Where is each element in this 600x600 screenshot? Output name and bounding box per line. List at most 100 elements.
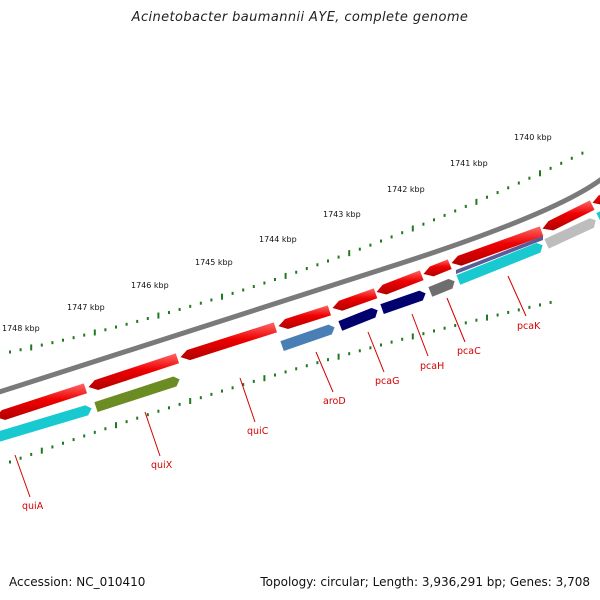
kbp-tick (295, 270, 298, 274)
kbp-tick (242, 383, 245, 387)
kbp-label: 1747 kbp (67, 303, 105, 312)
kbp-tick (433, 329, 435, 333)
kbp-tick (146, 413, 149, 417)
kbp-tick (168, 311, 170, 315)
kbp-label: 1740 kbp (514, 133, 552, 142)
kbp-tick (369, 243, 372, 247)
cds-feature (277, 304, 332, 330)
kbp-tick (231, 386, 234, 390)
kbp-tick (327, 259, 329, 263)
kbp-tick (401, 337, 404, 341)
kbp-label: 1743 kbp (323, 210, 361, 219)
kbp-tick (390, 340, 393, 344)
purple-stripe (456, 236, 543, 274)
kbp-label: 1744 kbp (259, 235, 297, 244)
gene-connector (411, 313, 429, 357)
kbp-tick (72, 438, 75, 442)
kbp-tick (284, 370, 287, 374)
kbp-label: 1745 kbp (195, 258, 233, 267)
kbp-tick (51, 445, 54, 449)
cds-feature (0, 382, 88, 421)
kbp-tick (295, 367, 298, 371)
kbp-tick (83, 434, 86, 438)
kbp-tick (242, 288, 245, 292)
gene-label: pcaH (420, 361, 444, 372)
kbp-tick (199, 396, 202, 400)
cds-feature (450, 225, 545, 267)
kbp-tick (517, 308, 520, 312)
kbp-tick (380, 239, 382, 243)
kbp-tick (496, 313, 499, 317)
gene-connector (144, 411, 161, 457)
kbp-tick (475, 318, 478, 322)
kbp-label: 1741 kbp (450, 159, 488, 168)
kbp-tick (528, 305, 531, 309)
kbp-tick (507, 186, 510, 190)
gene-labels: quiA quiX quiC aroD pcaG pcaH pcaC pcaK (22, 321, 541, 512)
kbp-tick (337, 353, 340, 360)
kbp-tick (358, 247, 361, 251)
gene-features (0, 194, 600, 443)
kbp-tick (263, 375, 266, 382)
kbp-tick (454, 209, 457, 213)
gene-connector (446, 297, 466, 343)
kbp-tick (9, 350, 11, 354)
kbp-tick (464, 321, 467, 325)
kbp-tick (539, 303, 541, 307)
kbp-tick (274, 277, 276, 281)
kbp-tick (136, 416, 139, 420)
kbp-tick (422, 332, 425, 336)
kbp-tick (19, 348, 22, 352)
kbp-tick (348, 250, 351, 257)
kbp-tick (496, 191, 499, 195)
kbp-tick (146, 317, 149, 321)
kbp-tick (528, 176, 531, 180)
kbp-tick (19, 456, 22, 460)
kbp-tick (305, 364, 308, 368)
teal-feature (0, 404, 93, 443)
kbp-tick (231, 291, 234, 295)
gene-label: pcaC (457, 346, 481, 357)
gene-label: quiX (151, 460, 173, 471)
kbp-tick (358, 349, 361, 353)
kbp-tick (104, 328, 107, 332)
kbp-tick (274, 373, 276, 377)
cds-feature (541, 199, 596, 232)
kbp-label: 1742 kbp (387, 185, 425, 194)
olive-feature (93, 375, 181, 413)
kbp-tick (443, 213, 446, 217)
kbp-tick (104, 427, 107, 431)
kbp-tick (252, 379, 255, 383)
kbp-tick (40, 343, 43, 347)
kbp-tick (40, 447, 43, 454)
kbp-tick (327, 358, 329, 362)
kbp-tick (570, 156, 573, 160)
kbp-tick (62, 441, 64, 445)
kbp-tick (284, 272, 287, 279)
gene-connector (14, 454, 31, 498)
kbp-tick (115, 422, 117, 429)
kbp-tick (178, 307, 181, 311)
kbp-tick (507, 310, 510, 314)
kbp-tick (305, 267, 308, 271)
kbp-tick (464, 204, 467, 208)
steelblue-feature (279, 323, 336, 352)
kbp-tick (62, 338, 64, 342)
kbp-tick (125, 420, 128, 424)
kbp-label: 1746 kbp (131, 281, 169, 290)
kbp-tick (517, 181, 520, 185)
teal-feature (595, 210, 600, 222)
cds-feature (422, 258, 453, 277)
kbp-tick (221, 293, 223, 300)
kbp-tick (390, 235, 393, 239)
kbp-tick (486, 195, 488, 199)
kbp-tick (221, 389, 223, 393)
kbp-tick (422, 222, 425, 226)
kbp-tick (401, 231, 404, 235)
gene-label: pcaG (375, 376, 399, 387)
map-title: Acinetobacter baumannii AYE, complete ge… (131, 10, 469, 25)
genome-backbone (0, 176, 600, 395)
kbp-tick (178, 402, 181, 406)
kbp-tick (475, 198, 478, 205)
